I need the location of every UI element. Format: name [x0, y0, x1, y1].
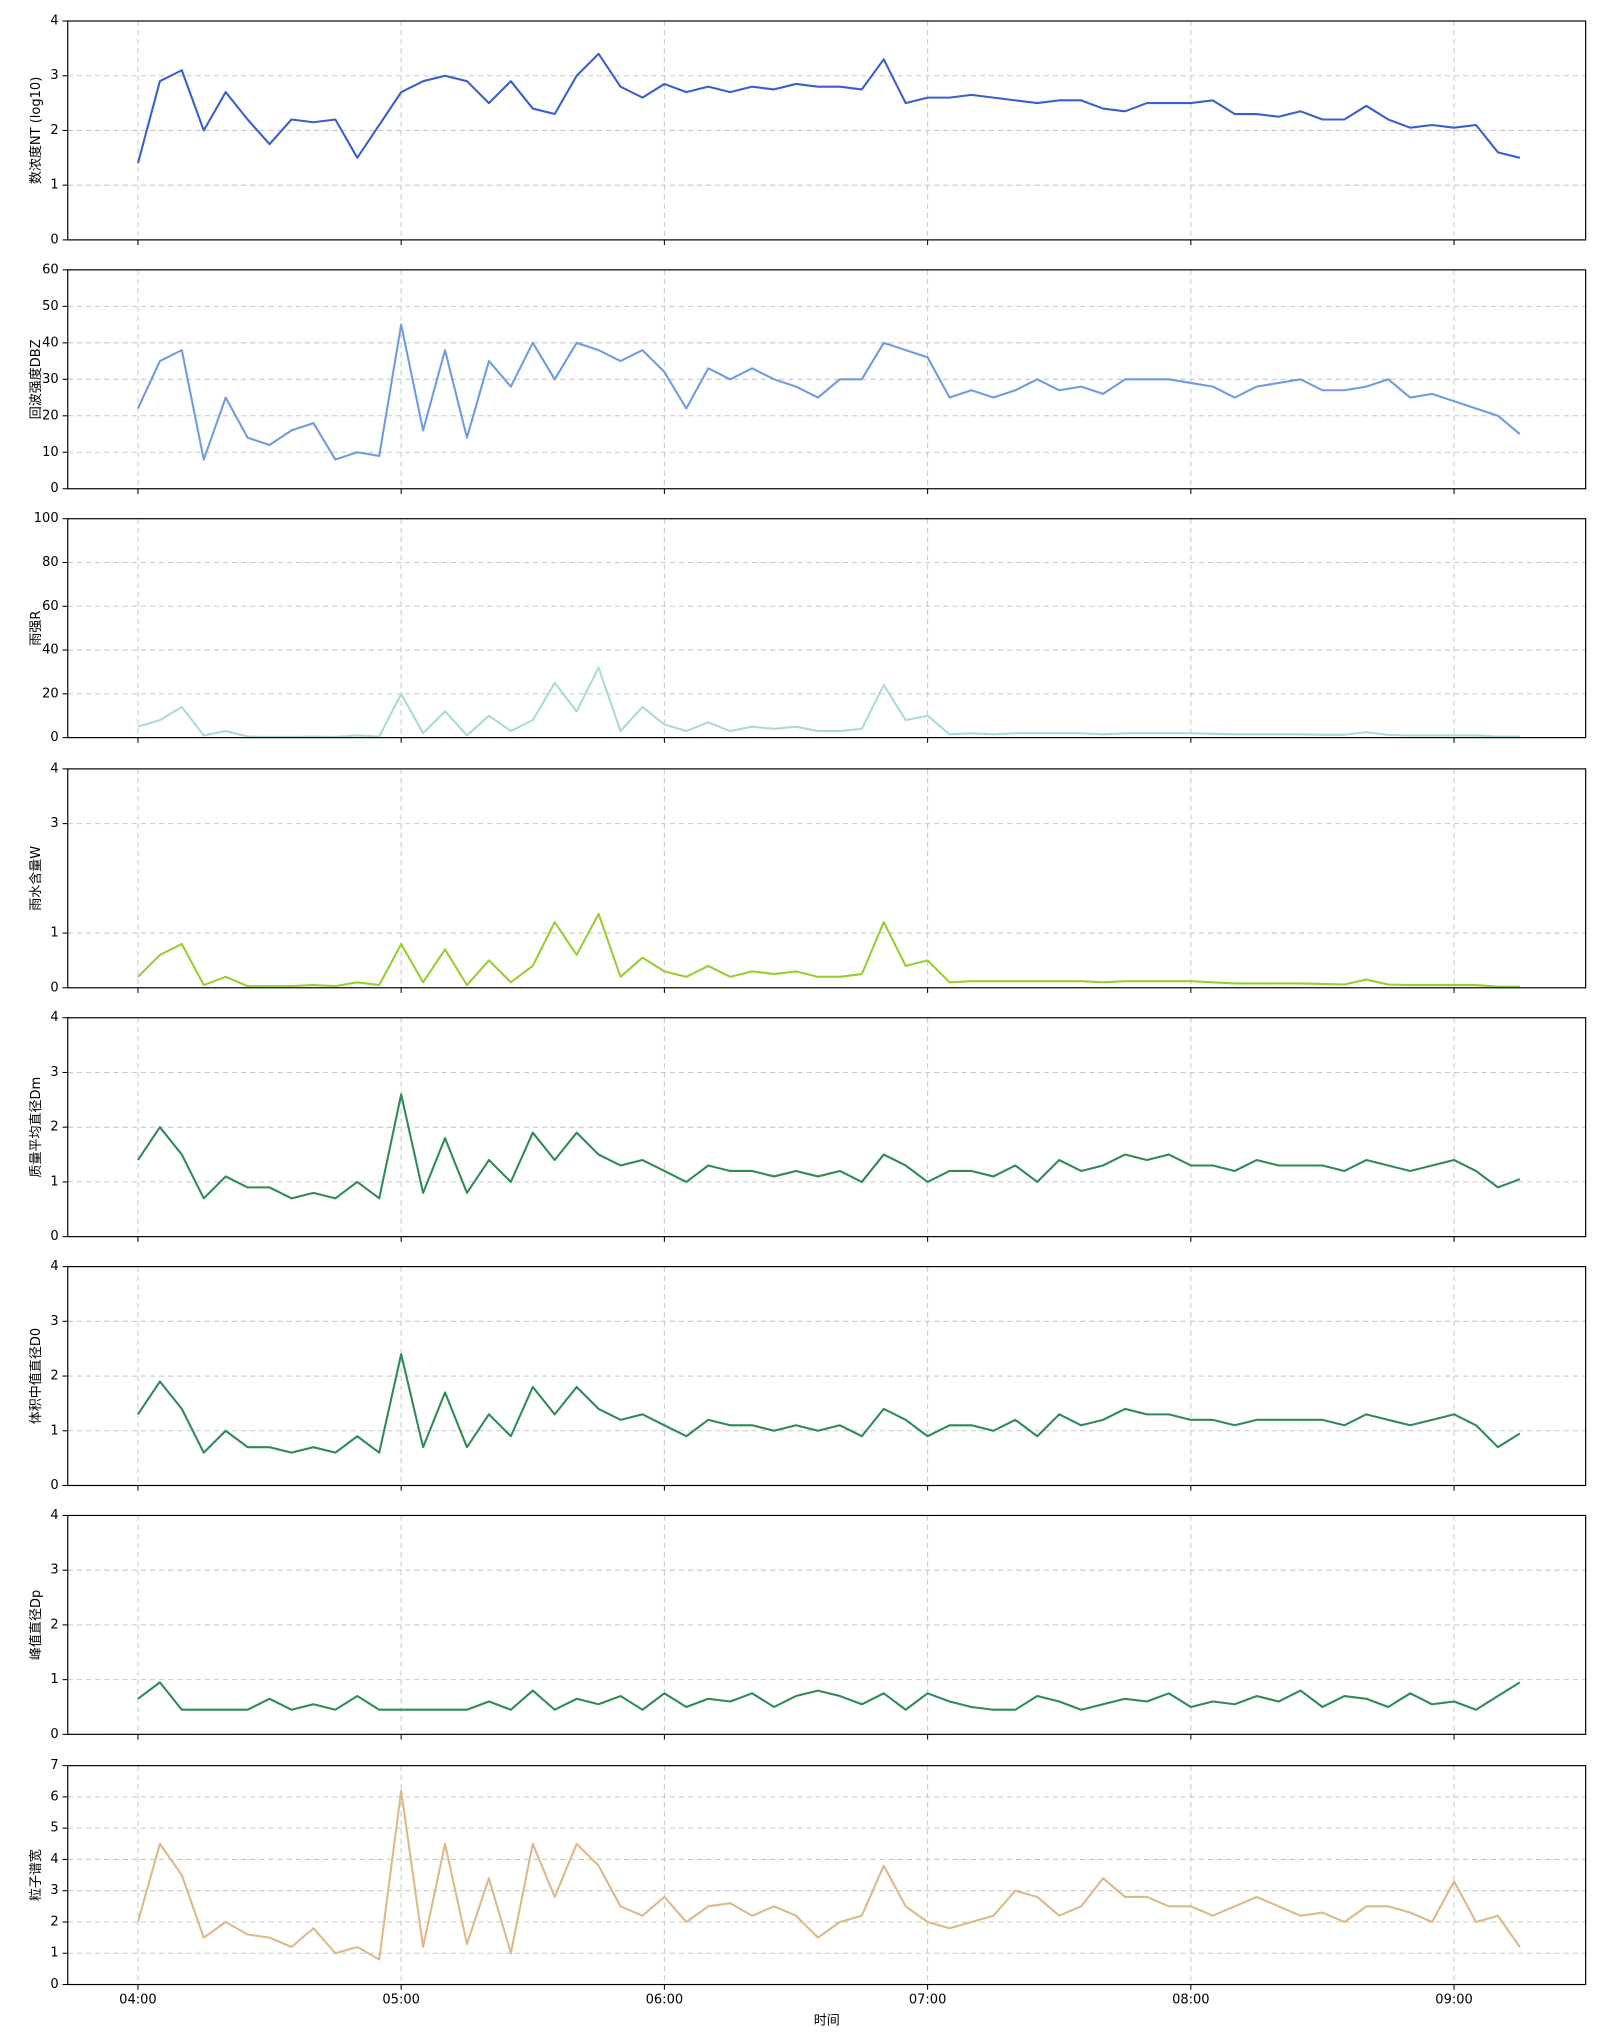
line-series [137, 1681, 1521, 1711]
y-tick-label: 3 [50, 68, 58, 83]
plot-frame [67, 269, 1587, 490]
x-tick-label: 09:00 [1435, 1993, 1473, 2008]
y-tick-label: 40 [42, 643, 59, 658]
y-tick-label: 1 [50, 178, 58, 193]
x-axis-label: 时间 [814, 2014, 840, 2029]
y-tick-label: 1 [50, 926, 58, 941]
y-axis-label: 体积中值直径D0 [28, 1328, 44, 1424]
y-tick-label: 10 [42, 445, 59, 460]
y-tick-label: 0 [50, 1229, 58, 1244]
y-tick-label: 0 [50, 1478, 58, 1493]
plot-frame [67, 1765, 1587, 1986]
line-series [136, 52, 1521, 164]
y-tick-label: 4 [50, 1508, 58, 1523]
x-tick-label: 05:00 [382, 1993, 420, 2008]
plot-frame [67, 768, 1587, 989]
line-series [137, 1353, 1521, 1454]
y-tick-label: 60 [42, 262, 59, 277]
y-tick-label: 60 [42, 599, 59, 614]
y-axis-label: 峰值直径Dp [28, 1590, 44, 1660]
line-series [136, 323, 1521, 461]
y-tick-label: 3 [50, 1065, 58, 1080]
y-tick-label: 5 [50, 1821, 58, 1836]
x-tick-label: 04:00 [119, 1993, 157, 2008]
y-tick-label: 0 [50, 980, 58, 995]
y-axis-label: 雨水含量W [28, 846, 44, 911]
y-tick-label: 2 [50, 1120, 58, 1135]
plot-frame [67, 518, 1587, 739]
y-tick-label: 6 [50, 1789, 58, 1804]
plot-frame [67, 1514, 1587, 1735]
plot-frame [67, 20, 1587, 241]
plot-frame [67, 1017, 1587, 1238]
y-tick-label: 3 [50, 1314, 58, 1329]
y-axis-label: 数浓度NT (log10) [28, 77, 44, 184]
line-series [136, 1789, 1521, 1961]
y-tick-label: 3 [50, 1563, 58, 1578]
y-tick-label: 1 [50, 1423, 58, 1438]
y-axis-label: 雨强R [29, 611, 44, 646]
y-tick-label: 4 [50, 1852, 58, 1867]
y-tick-label: 20 [42, 408, 59, 423]
line-series [137, 912, 1520, 988]
y-tick-label: 3 [50, 816, 58, 831]
y-tick-label: 0 [50, 481, 58, 496]
y-tick-label: 0 [50, 232, 58, 247]
y-tick-label: 2 [50, 1914, 58, 1929]
y-tick-label: 80 [42, 555, 59, 570]
y-tick-label: 4 [50, 1010, 58, 1025]
x-tick-label: 08:00 [1172, 1993, 1210, 2008]
line-series [137, 1093, 1521, 1200]
line-series [137, 666, 1520, 739]
y-tick-label: 1 [50, 1946, 58, 1961]
y-tick-label: 0 [50, 1977, 58, 1992]
y-axis-label: 质量平均直径Dm [29, 1077, 44, 1178]
y-axis-label: 粒子谱宽 [28, 1849, 44, 1901]
y-tick-label: 1 [50, 1174, 58, 1189]
y-tick-label: 0 [50, 1727, 58, 1742]
x-tick-label: 06:00 [646, 1993, 684, 2008]
y-tick-label: 2 [50, 123, 58, 138]
y-tick-label: 4 [50, 1259, 58, 1274]
y-tick-label: 0 [50, 730, 58, 745]
y-tick-label: 2 [50, 1617, 58, 1632]
y-tick-label: 4 [50, 761, 58, 776]
y-axis-label: 回波强度DBZ [28, 339, 44, 419]
y-tick-label: 7 [50, 1758, 58, 1773]
y-tick-label: 1 [50, 1672, 58, 1687]
y-tick-label: 50 [42, 299, 59, 314]
y-tick-label: 40 [42, 335, 59, 350]
y-tick-label: 30 [42, 372, 59, 387]
y-tick-label: 20 [42, 686, 59, 701]
y-tick-label: 2 [50, 1369, 58, 1384]
x-tick-label: 07:00 [909, 1993, 947, 2008]
y-tick-label: 100 [34, 511, 59, 526]
y-tick-label: 3 [50, 1883, 58, 1898]
plot-frame [67, 1266, 1587, 1487]
y-tick-label: 4 [50, 13, 58, 28]
